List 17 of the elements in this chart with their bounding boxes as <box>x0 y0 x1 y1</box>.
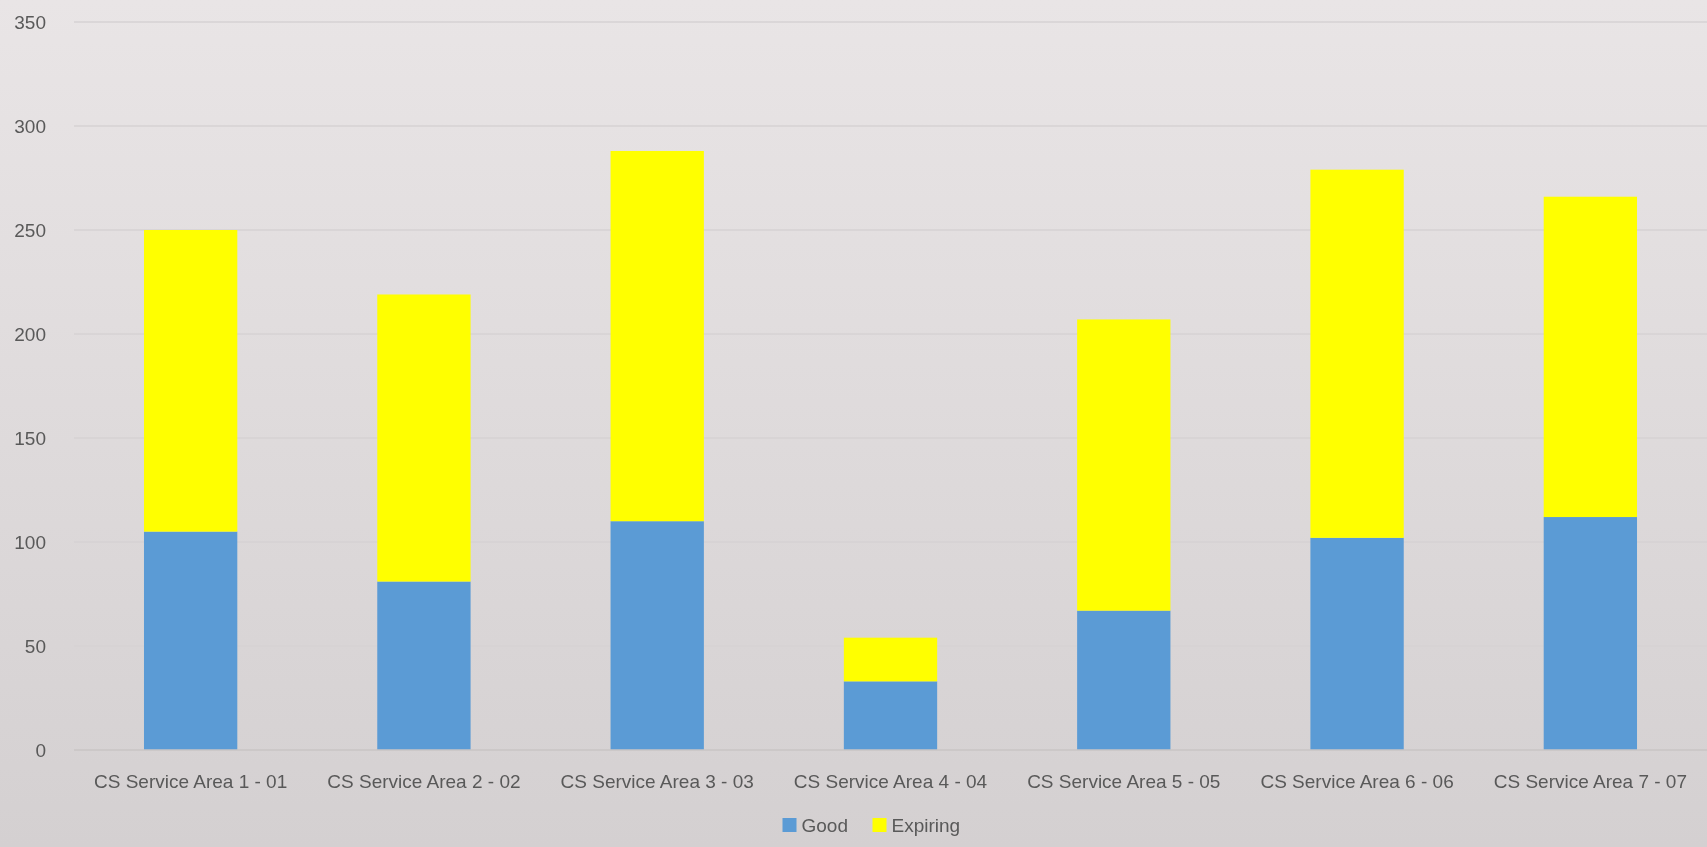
x-tick-label: CS Service Area 7 - 07 <box>1493 771 1687 792</box>
y-tick-label: 0 <box>35 739 46 761</box>
x-tick-label: CS Service Area 4 - 04 <box>793 771 988 792</box>
x-tick-label: CS Service Area 1 - 01 <box>94 771 288 792</box>
y-tick-label: 150 <box>14 427 46 449</box>
y-tick-label: 250 <box>14 219 46 241</box>
legend-label: Expiring <box>891 814 961 836</box>
x-tick-label: CS Service Area 5 - 05 <box>1027 771 1221 792</box>
y-tick-label: 50 <box>24 635 46 657</box>
y-tick-label: 350 <box>14 11 46 33</box>
y-tick-label: 100 <box>14 531 46 553</box>
x-tick-label: CS Service Area 3 - 03 <box>560 771 754 792</box>
x-tick-label: CS Service Area 2 - 02 <box>327 771 521 792</box>
y-tick-label: 200 <box>14 323 46 345</box>
x-tick-label: CS Service Area 6 - 06 <box>1260 771 1454 792</box>
y-tick-label: 300 <box>14 115 46 137</box>
legend-label: Good <box>801 814 848 836</box>
